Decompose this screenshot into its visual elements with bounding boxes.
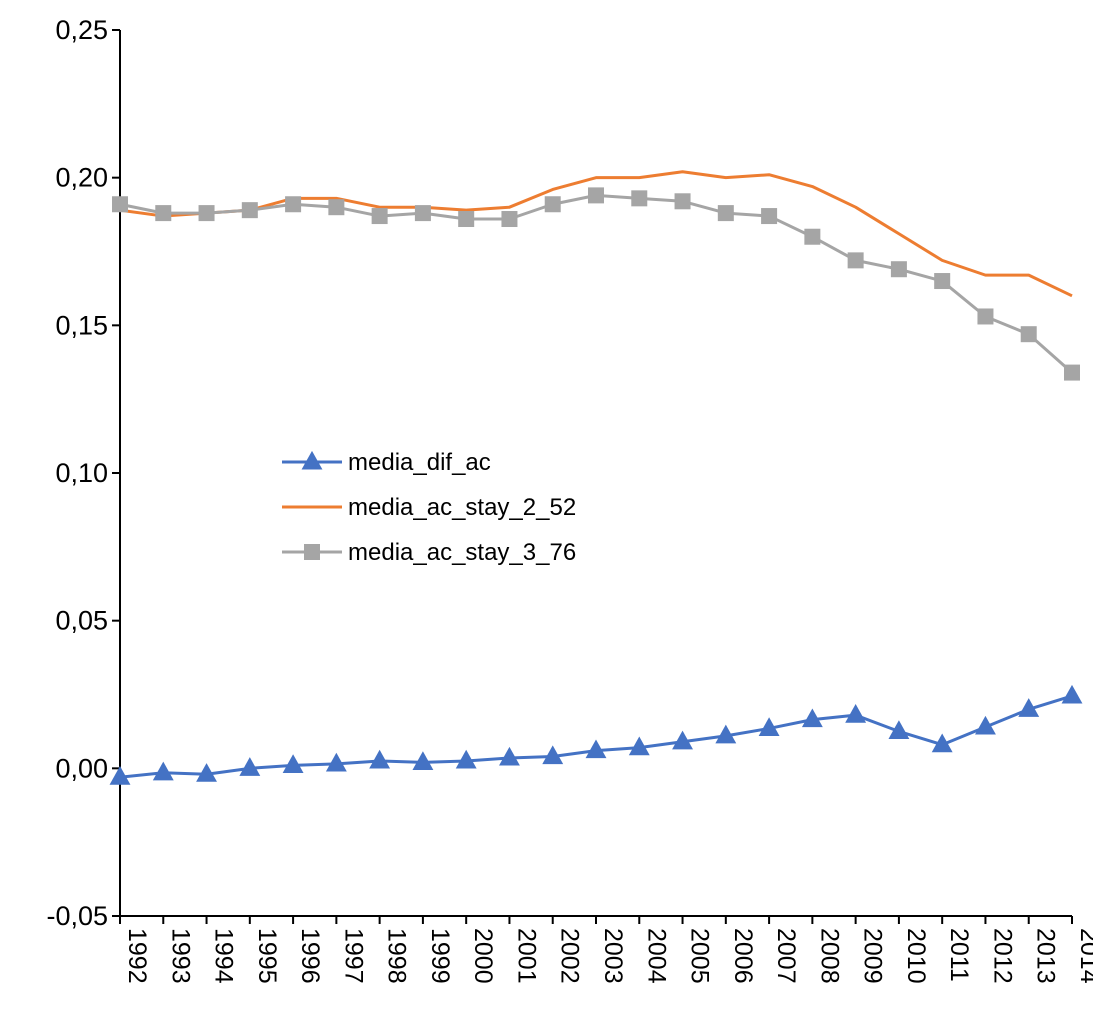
data-point-triangle: [975, 715, 996, 735]
legend-item-media_dif_ac: media_dif_ac: [282, 449, 491, 476]
data-point-square: [588, 187, 604, 204]
data-point-square: [544, 196, 561, 213]
x-tick-label: 2004: [642, 928, 670, 984]
data-point-triangle: [931, 733, 953, 753]
y-tick-label: 0,25: [55, 15, 108, 45]
data-point-square: [414, 205, 431, 222]
data-point-triangle: [888, 720, 910, 739]
data-point-square: [804, 228, 821, 245]
x-tick-label: 2001: [512, 928, 540, 984]
data-point-triangle: [542, 745, 564, 765]
data-point-triangle: [585, 739, 607, 759]
y-axis-ticks: -0,05 0,00 0,05 0,10 0,15 0,20 0,25: [46, 15, 120, 931]
data-point-triangle: [369, 749, 391, 769]
data-point-square: [674, 193, 691, 210]
x-tick-label: 2003: [599, 928, 627, 984]
data-point-square: [1064, 364, 1080, 381]
x-tick-label: 1994: [210, 928, 238, 984]
x-tick-label: 2010: [902, 928, 930, 984]
series-media_ac_stay_2_52: [119, 170, 1073, 298]
data-point-triangle: [196, 763, 217, 782]
data-point-square: [717, 205, 734, 222]
legend-item-media_ac_stay_3_76: media_ac_stay_3_76: [282, 539, 576, 566]
x-tick-label: 2011: [945, 928, 973, 982]
x-tick-label: 1995: [253, 928, 281, 984]
series-media_dif_ac: [109, 684, 1083, 785]
data-point-square: [155, 205, 172, 222]
x-tick-label: 1999: [426, 928, 454, 984]
x-tick-label: 2008: [815, 928, 843, 984]
data-point-square: [304, 544, 320, 560]
data-point-square: [890, 261, 907, 278]
data-point-triangle: [845, 704, 867, 723]
series-line: [119, 193, 1073, 374]
x-tick-label: 2012: [988, 928, 1016, 984]
x-tick-label: 1993: [166, 928, 194, 984]
data-point-square: [1020, 326, 1037, 343]
y-tick-label: 0,15: [55, 310, 108, 340]
data-point-square: [458, 211, 475, 228]
x-tick-label: 1996: [296, 928, 324, 984]
x-tick-label: 2002: [556, 928, 584, 984]
data-point-triangle: [325, 752, 347, 772]
data-point-square: [328, 199, 345, 216]
y-tick-label: 0,00: [55, 753, 108, 783]
data-point-triangle: [801, 708, 823, 728]
data-point-triangle: [455, 749, 477, 769]
x-axis-ticks: 1992 1993 1994 1995 1996 1997 1998 1999 2000 2001…: [119, 916, 1093, 984]
data-point-square: [371, 208, 388, 225]
data-point-square: [241, 202, 258, 219]
data-point-square: [112, 196, 128, 213]
legend: media_dif_ac media_ac_stay_2_52 media_ac_s…: [282, 449, 576, 566]
y-tick-label: 0,20: [55, 163, 108, 193]
data-point-square: [631, 190, 648, 207]
series-line: [119, 170, 1073, 298]
x-tick-label: 2014: [1075, 928, 1093, 984]
legend-label: media_ac_stay_2_52: [348, 494, 576, 521]
series-media_ac_stay_3_76: [112, 187, 1080, 381]
data-point-square: [285, 196, 302, 213]
x-tick-label: 2007: [772, 928, 800, 984]
y-tick-label: 0,10: [55, 458, 108, 488]
data-point-triangle: [301, 450, 323, 470]
legend-label: media_dif_ac: [348, 449, 491, 476]
data-point-triangle: [715, 724, 737, 744]
data-point-square: [501, 211, 518, 228]
data-point-triangle: [758, 717, 780, 737]
x-tick-label: 2013: [1032, 928, 1060, 984]
y-tick-label: -0,05: [46, 901, 108, 931]
x-tick-label: 2005: [686, 928, 714, 984]
data-point-square: [198, 205, 215, 222]
data-point-triangle: [109, 766, 131, 785]
x-tick-label: 1997: [339, 928, 367, 984]
data-point-triangle: [152, 761, 174, 781]
data-point-triangle: [282, 754, 304, 773]
y-tick-label: 0,05: [55, 606, 108, 636]
legend-label: media_ac_stay_3_76: [348, 539, 576, 566]
data-point-triangle: [1018, 698, 1040, 717]
x-tick-label: 2009: [859, 928, 887, 984]
data-point-square: [977, 308, 994, 325]
data-point-square: [847, 252, 864, 269]
data-point-triangle: [412, 751, 434, 770]
x-tick-label: 1998: [383, 928, 411, 984]
data-point-triangle: [499, 746, 520, 766]
data-point-square: [934, 273, 951, 290]
series-line: [119, 694, 1073, 779]
x-tick-label: 2006: [729, 928, 757, 984]
x-tick-label: 2000: [469, 928, 497, 984]
data-point-triangle: [239, 757, 261, 776]
data-point-square: [761, 208, 778, 225]
data-point-triangle: [672, 730, 693, 750]
data-point-triangle: [1061, 684, 1083, 704]
axes: [119, 30, 1072, 917]
legend-item-media_ac_stay_2_52: media_ac_stay_2_52: [282, 494, 576, 521]
x-tick-label: 1992: [123, 928, 151, 984]
data-point-triangle: [628, 736, 650, 756]
series-layer: [109, 170, 1083, 785]
